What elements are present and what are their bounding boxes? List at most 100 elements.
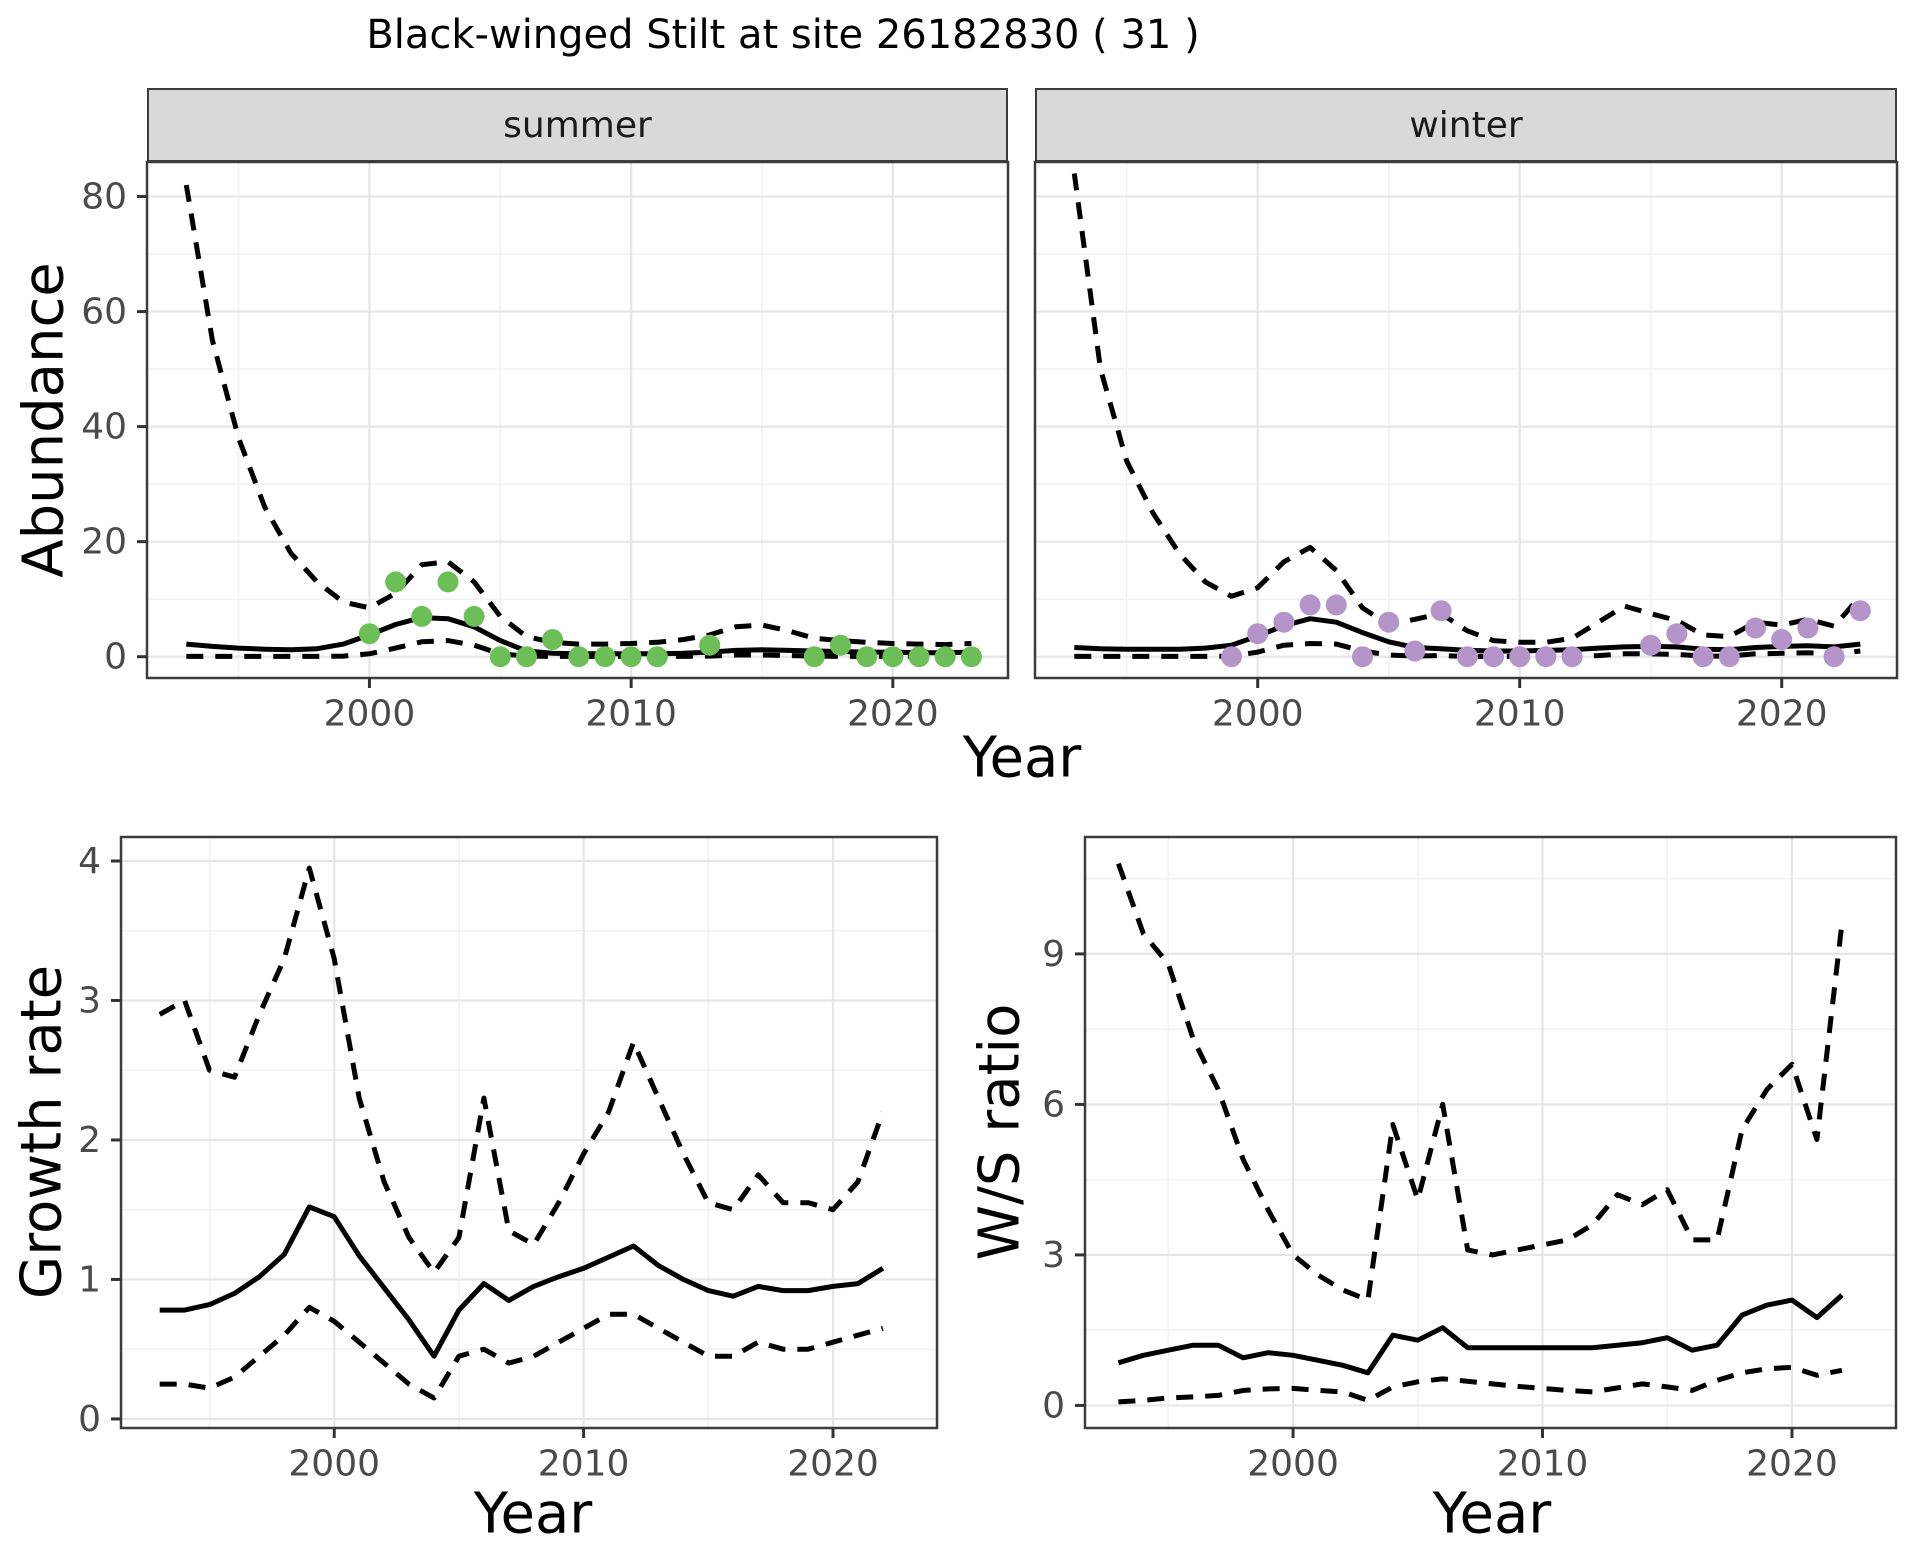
data-point — [1325, 594, 1347, 616]
series-lower-ci-line — [186, 638, 972, 659]
x-tick-label: 2010 — [1474, 694, 1566, 735]
data-point — [1771, 629, 1793, 650]
data-point — [1221, 646, 1242, 668]
y-tick-label: 2 — [78, 1120, 101, 1161]
data-point — [542, 629, 564, 650]
series-upper-ci-line — [158, 865, 886, 1275]
y-tick-label: 9 — [1042, 934, 1065, 975]
x-axis-label-year-bottom-right: Year — [1432, 1481, 1552, 1547]
series-mean-line — [1117, 1293, 1844, 1376]
y-tick-label: 0 — [1042, 1385, 1065, 1426]
y-tick-label: 4 — [78, 841, 101, 882]
data-point — [1561, 646, 1583, 668]
data-point — [1404, 640, 1426, 662]
data-point — [908, 646, 930, 668]
chart-title: Black-winged Stilt at site 26182830 ( 31… — [366, 12, 1200, 58]
y-tick-label: 40 — [81, 407, 127, 448]
series-mean-line — [1074, 616, 1861, 654]
x-axis-label-year-top: Year — [962, 725, 1082, 791]
data-point — [516, 646, 537, 668]
x-tick-label: 2020 — [787, 1444, 879, 1485]
y-tick-label: 3 — [78, 980, 101, 1021]
panel-ws-ratio: 2000 2010 2020 0 3 6 9 — [1042, 835, 1898, 1485]
y-tick-label: 0 — [78, 1399, 101, 1440]
data-point — [1247, 623, 1269, 645]
x-axis-label-year-bottom-left: Year — [473, 1481, 593, 1547]
data-point — [1745, 617, 1766, 639]
series-upper-ci-line — [1071, 173, 1863, 645]
panel-border — [145, 160, 1010, 680]
y-tick-label: 60 — [81, 292, 127, 333]
x-tick-label: 2010 — [585, 694, 677, 735]
data-point — [568, 646, 590, 668]
facet-strip-winter: winter — [1035, 88, 1897, 162]
data-point — [856, 646, 878, 668]
y-tick-label: 6 — [1042, 1084, 1065, 1125]
y-axis-label-abundance: Abundance — [11, 262, 77, 578]
y-tick-label: 3 — [1042, 1235, 1065, 1276]
x-tick-label: 2010 — [1497, 1444, 1589, 1485]
data-point — [1823, 646, 1845, 668]
data-point — [437, 571, 459, 593]
x-tick-label: 2000 — [288, 1444, 380, 1485]
panel-abundance-summer: 2000 2010 2020 0 20 40 60 80 — [81, 160, 1010, 735]
y-tick-label: 1 — [78, 1259, 101, 1300]
series-lower-ci-line — [1074, 641, 1861, 659]
data-point — [411, 605, 433, 627]
data-point — [463, 605, 485, 627]
y-tick-label: 20 — [81, 522, 127, 563]
data-point — [1718, 646, 1740, 668]
series-lower-ci-line — [1118, 1364, 1843, 1405]
x-tick-label: 2010 — [538, 1444, 630, 1485]
data-point — [1849, 600, 1871, 622]
data-point — [934, 646, 956, 668]
panel-growth-rate: 2000 2010 2020 0 1 2 3 4 — [78, 835, 939, 1485]
data-point — [1797, 617, 1819, 639]
data-point — [1273, 611, 1295, 633]
data-point — [1509, 646, 1531, 668]
data-point — [830, 634, 851, 656]
data-point — [699, 634, 721, 656]
y-axis-label-ws-ratio: W/S ratio — [967, 1003, 1033, 1261]
series-lower-ci-line — [159, 1304, 884, 1401]
data-point — [646, 646, 668, 668]
panel-border — [1083, 835, 1898, 1430]
x-tick-label: 2020 — [1746, 1444, 1838, 1485]
data-point — [1456, 646, 1478, 668]
y-tick-label: 0 — [104, 637, 127, 678]
data-point — [803, 646, 825, 668]
data-point — [385, 571, 407, 593]
data-point — [1430, 600, 1452, 622]
x-tick-label: 2000 — [324, 694, 416, 735]
data-point — [882, 646, 904, 668]
data-point — [1666, 623, 1688, 645]
panel-border — [119, 835, 939, 1430]
data-point — [1692, 646, 1714, 668]
x-tick-label: 2020 — [847, 694, 939, 735]
facet-strip-summer: summer — [147, 88, 1008, 162]
series-upper-ci-line — [1116, 862, 1845, 1303]
data-point — [1535, 646, 1557, 668]
y-tick-label: 80 — [81, 177, 127, 218]
data-point — [1483, 646, 1504, 668]
data-point — [1299, 594, 1321, 616]
data-point — [1378, 611, 1400, 633]
data-point — [489, 646, 511, 668]
x-tick-label: 2020 — [1736, 694, 1828, 735]
data-point — [1640, 634, 1662, 656]
x-tick-label: 2000 — [1247, 1444, 1339, 1485]
y-axis-label-growth-rate: Growth rate — [9, 964, 75, 1300]
panel-abundance-winter: 2000 2010 2020 — [1033, 160, 1899, 735]
data-point — [1352, 646, 1373, 668]
series-upper-ci-line — [183, 184, 972, 648]
data-point — [358, 623, 380, 645]
data-point — [594, 646, 616, 668]
panel-border — [1033, 160, 1899, 680]
series-mean-line — [159, 1204, 885, 1359]
facet-strip-winter-label: winter — [1409, 104, 1523, 146]
data-point — [620, 646, 642, 668]
x-tick-label: 2000 — [1212, 694, 1304, 735]
data-point — [960, 646, 982, 668]
